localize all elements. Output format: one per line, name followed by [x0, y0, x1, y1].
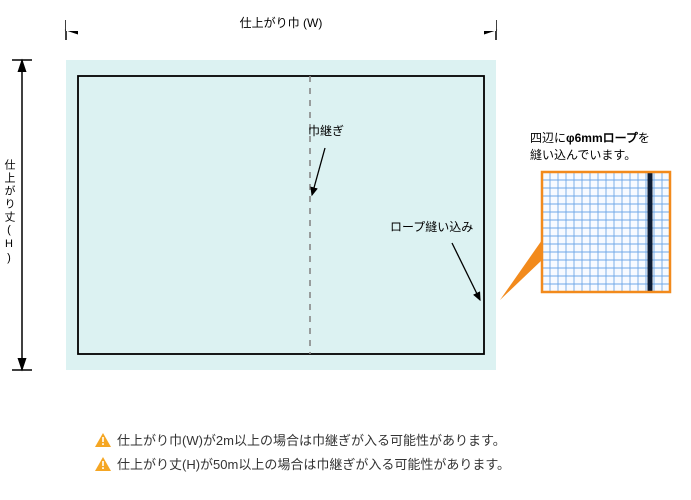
width-dim-label: 仕上がり巾 (W): [230, 14, 333, 31]
warning-1: 仕上がり巾(W)が2m以上の場合は巾継ぎが入る可能性があります。: [95, 430, 506, 449]
warning-icon: [95, 457, 111, 471]
callout-pointer: [500, 240, 542, 300]
rope-stitch-label: ロープ縫い込み: [390, 218, 473, 235]
warning-1-text: 仕上がり巾(W)が2m以上の場合は巾継ぎが入る可能性があります。: [117, 430, 506, 449]
warning-2: 仕上がり丈(H)が50m以上の場合は巾継ぎが入る可能性があります。: [95, 454, 510, 473]
warning-2-text: 仕上がり丈(H)が50m以上の場合は巾継ぎが入る可能性があります。: [117, 454, 510, 473]
figure-root: 仕上がり巾 (W) 仕上がり丈(H) 巾継ぎ ロープ縫い込み 四辺にφ6mmロー…: [0, 0, 691, 500]
diagram-svg: [0, 0, 691, 420]
height-dim-label: 仕上がり丈(H): [1, 155, 17, 285]
net-outer-rect: [66, 60, 496, 370]
warning-icon: [95, 433, 111, 447]
callout-text: 四辺にφ6mmロープを 縫い込んでいます。: [530, 130, 650, 164]
seam-label: 巾継ぎ: [308, 122, 344, 139]
net-thumbnail: [542, 172, 670, 292]
